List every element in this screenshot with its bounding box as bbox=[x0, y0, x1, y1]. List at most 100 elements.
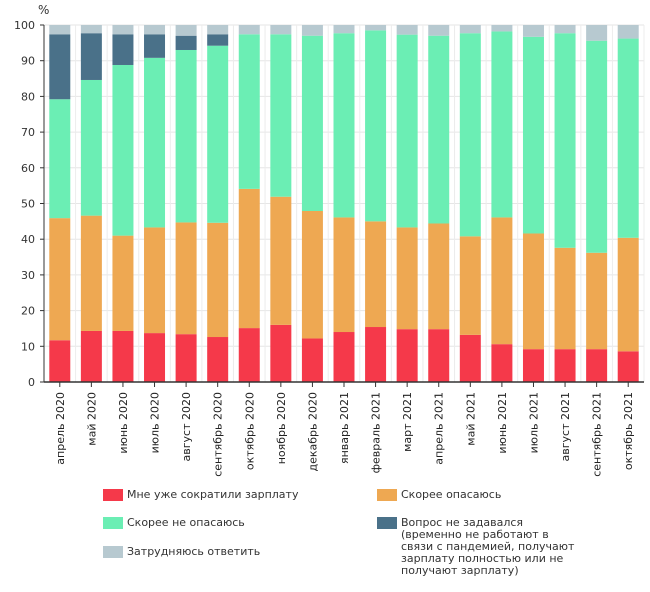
bar-segment bbox=[522, 25, 544, 37]
bar-segment bbox=[491, 25, 513, 32]
bar-segment bbox=[238, 328, 260, 382]
bar-segment bbox=[112, 330, 134, 382]
bar-segment bbox=[617, 38, 639, 238]
bar-segment bbox=[365, 221, 387, 328]
bar-segment bbox=[459, 33, 481, 237]
legend-item-salary-cut: Мне уже сократили зарплату bbox=[103, 489, 327, 501]
bar-segment bbox=[365, 327, 387, 382]
bar-segment bbox=[80, 215, 102, 331]
bar-segment bbox=[49, 218, 71, 341]
legend-label: Скорее опасаюсь bbox=[401, 488, 502, 501]
legend-swatch-dark-blue bbox=[377, 517, 397, 529]
bar-segment bbox=[144, 227, 166, 334]
bar-segment bbox=[522, 349, 544, 382]
bar-segment bbox=[586, 25, 608, 41]
bar-segment bbox=[112, 34, 134, 65]
bar-segment bbox=[238, 34, 260, 189]
x-tick-label: август 2020 bbox=[180, 392, 193, 461]
x-tick-label: сентябрь 2021 bbox=[591, 392, 604, 477]
bar-segment bbox=[207, 222, 229, 338]
bar-segment bbox=[270, 196, 292, 325]
bar-segment bbox=[144, 34, 166, 58]
x-tick-label: ноябрь 2020 bbox=[275, 392, 288, 464]
bar-segment bbox=[144, 57, 166, 228]
bar-segment bbox=[175, 35, 197, 50]
bar-segment bbox=[270, 34, 292, 197]
x-axis: апрель 2020 май 2020 июнь 2020 июль 2020 авг… bbox=[44, 381, 644, 477]
bar-segment bbox=[49, 25, 71, 35]
x-tick-label: июнь 2020 bbox=[117, 392, 130, 454]
legend-swatch-red bbox=[103, 489, 123, 501]
y-tick-label: 40 bbox=[21, 233, 35, 246]
bar-segment bbox=[49, 34, 71, 100]
bar-segment bbox=[238, 188, 260, 329]
bar-segment bbox=[586, 349, 608, 382]
legend-item-rather-not-afraid: Скорее не опасаюсь bbox=[103, 517, 327, 529]
x-tick-label: февраль 2021 bbox=[370, 392, 383, 473]
y-tick-label: 10 bbox=[21, 340, 35, 353]
y-tick-label: 0 bbox=[28, 376, 35, 389]
bar-segment bbox=[396, 25, 418, 35]
bar-segment bbox=[333, 33, 355, 218]
legend-item-not-asked: Вопрос не задавался (временно не работаю… bbox=[377, 517, 581, 577]
bar-segment bbox=[554, 33, 576, 248]
bar-segment bbox=[396, 329, 418, 382]
y-tick-label: 100 bbox=[14, 19, 35, 32]
bar-segment bbox=[459, 334, 481, 382]
y-tick-label: 50 bbox=[21, 198, 35, 211]
bar-segment bbox=[554, 25, 576, 34]
legend-swatch-grey bbox=[103, 546, 123, 558]
bar-segment bbox=[301, 210, 323, 339]
bar-segment bbox=[80, 33, 102, 80]
bar-segment bbox=[365, 30, 387, 222]
bar-segment bbox=[428, 329, 450, 382]
bar-segment bbox=[396, 34, 418, 228]
bar-segment bbox=[270, 324, 292, 382]
legend-item-rather-afraid: Скорее опасаюсь bbox=[377, 489, 601, 501]
x-tick-label: май 2021 bbox=[464, 392, 477, 446]
bar-segment bbox=[49, 340, 71, 382]
legend-label: Скорее не опасаюсь bbox=[127, 516, 245, 529]
bar-segment bbox=[175, 25, 197, 36]
bar-segment bbox=[554, 349, 576, 382]
bar-segment bbox=[175, 334, 197, 382]
x-tick-label: май 2020 bbox=[85, 392, 98, 446]
bar-segment bbox=[617, 237, 639, 352]
y-axis: 0 10 20 30 40 50 60 70 80 90 100 bbox=[14, 19, 45, 389]
bar-segment bbox=[238, 25, 260, 35]
y-tick-label: 70 bbox=[21, 126, 35, 139]
bar-segment bbox=[459, 236, 481, 335]
bar-segment bbox=[333, 25, 355, 34]
bar-segment bbox=[617, 351, 639, 382]
bar-segment bbox=[554, 247, 576, 350]
bar-segment bbox=[270, 25, 292, 35]
bar-segment bbox=[175, 49, 197, 223]
bar-segment bbox=[207, 337, 229, 382]
legend-swatch-orange bbox=[377, 489, 397, 501]
x-tick-label: октябрь 2020 bbox=[243, 392, 256, 470]
bar-segment bbox=[301, 338, 323, 382]
legend-item-hard-to-say: Затрудняюсь ответить bbox=[103, 546, 327, 558]
bar-segment bbox=[80, 330, 102, 382]
stacked-bar-chart: 0 10 20 30 40 50 60 70 80 90 100 апрель 2020 май 20… bbox=[14, 3, 645, 477]
bars-group bbox=[49, 25, 639, 382]
bar-segment bbox=[333, 332, 355, 382]
y-axis-label: % bbox=[38, 3, 49, 17]
bar-segment bbox=[80, 25, 102, 34]
x-tick-label: октябрь 2021 bbox=[622, 392, 635, 470]
legend-label: Вопрос не задавался (временно не работаю… bbox=[401, 516, 575, 577]
y-tick-label: 90 bbox=[21, 55, 35, 68]
bar-segment bbox=[491, 217, 513, 345]
bar-segment bbox=[522, 36, 544, 234]
bar-segment bbox=[112, 25, 134, 35]
bar-segment bbox=[49, 99, 71, 219]
bar-segment bbox=[175, 222, 197, 335]
bar-segment bbox=[144, 25, 166, 35]
legend-label: Затрудняюсь ответить bbox=[127, 545, 261, 558]
bar-segment bbox=[207, 45, 229, 223]
bar-segment bbox=[144, 333, 166, 382]
x-tick-label: август 2021 bbox=[559, 392, 572, 461]
bar-segment bbox=[301, 25, 323, 36]
x-tick-label: апрель 2021 bbox=[433, 392, 446, 465]
y-tick-label: 60 bbox=[21, 162, 35, 175]
